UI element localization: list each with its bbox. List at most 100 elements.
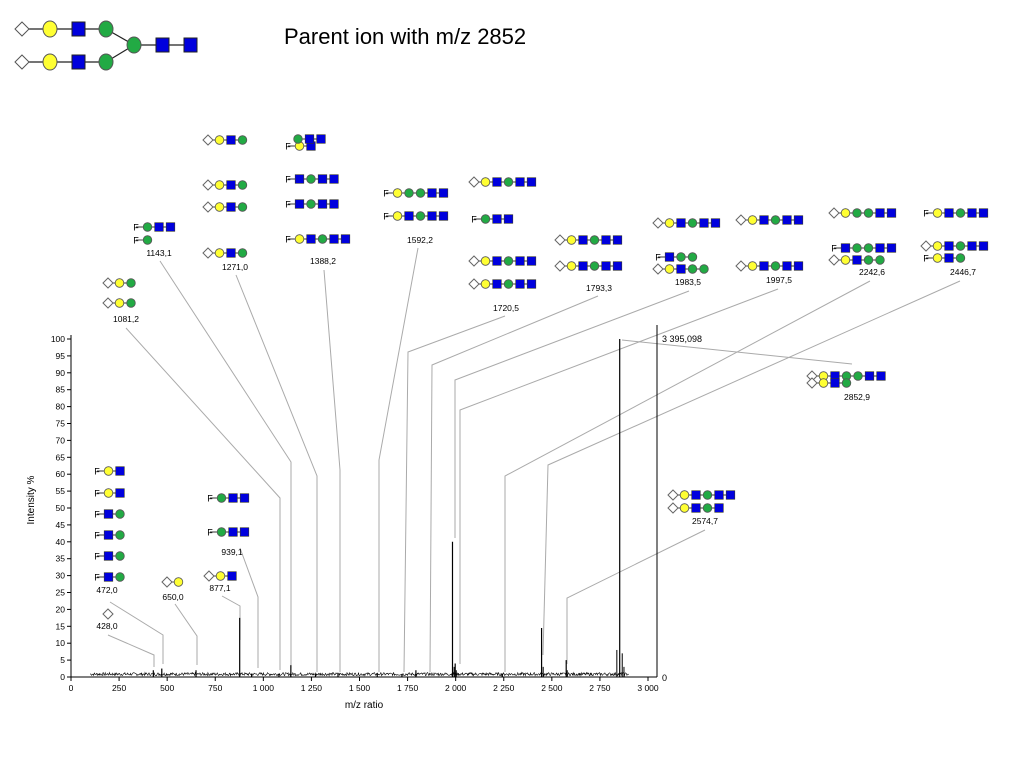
peak-label: 2242,6 [859, 267, 885, 277]
glcnac-icon [317, 174, 328, 184]
y-tick-label: 55 [56, 486, 66, 496]
y-tick-label: 60 [56, 469, 66, 479]
fucose-mark-icon [94, 572, 101, 583]
mannose-icon [863, 243, 874, 253]
glcnac-icon [226, 202, 236, 212]
x-tick-label: 2 500 [541, 683, 563, 693]
sialic-acid-icon [203, 570, 215, 582]
glycan-chain-icon [102, 297, 136, 309]
glcnac-icon [526, 256, 537, 266]
glcnac-icon [578, 261, 588, 271]
y-tick-label: 25 [56, 588, 66, 598]
peak-label: 428,0 [96, 621, 118, 631]
glcnac-icon [438, 188, 449, 198]
galactose-icon [294, 234, 305, 244]
x-tick-label: 0 [69, 683, 74, 693]
mannose-icon [852, 208, 862, 218]
glycan-chain-icon [655, 252, 698, 263]
galactose-icon [214, 202, 225, 212]
leader-line [621, 339, 853, 365]
glycan-chain-icon [383, 211, 449, 222]
leader-lines [107, 247, 961, 673]
glycan-chain-icon [285, 234, 351, 245]
fucose-mark-icon [133, 235, 140, 246]
mannose-icon [702, 490, 713, 500]
mannose-icon [841, 378, 852, 388]
glycan-chain-icon [94, 551, 125, 562]
mannose-icon [875, 255, 885, 265]
mannose-icon [237, 135, 248, 145]
glcnac-icon [492, 279, 502, 289]
glcnac-icon [239, 493, 250, 503]
x-tick-label: 2 750 [589, 683, 611, 693]
glycan-chain-icon [202, 134, 248, 146]
peak-label: 1997,5 [766, 275, 792, 285]
glcnac-icon [691, 490, 701, 500]
chart-axes: 0 5 10 15 20 25 30 35 40 45 50 55 60 65 70 75 80 85 90 95 10… [51, 325, 659, 693]
mannose-icon [237, 248, 248, 258]
mannose-icon [142, 235, 153, 245]
glycan-chain-icon [102, 608, 114, 620]
sialic-acid-icon [202, 134, 214, 146]
peak-label: 2852,9 [844, 392, 870, 402]
glycan-chain-icon [102, 277, 136, 289]
glcnac-icon [329, 199, 339, 209]
glycan-chain-icon [285, 174, 339, 185]
fucose-mark-icon [383, 188, 390, 199]
glcnac-icon [227, 571, 237, 581]
leader-line [125, 327, 281, 670]
glcnac-icon [710, 218, 721, 228]
galactose-icon [215, 571, 226, 581]
y-tick-label: 15 [56, 621, 66, 631]
fucose-mark-icon [655, 252, 662, 263]
glycan-chain-icon [468, 255, 537, 267]
glycan-chain-icon [202, 247, 248, 259]
glycan-chain-icon [667, 489, 736, 501]
galactose-icon [214, 248, 225, 258]
glcnac-icon [601, 261, 611, 271]
glcnac-icon [840, 243, 851, 253]
glcnac-icon [226, 248, 236, 258]
x-tick-label: 3 000 [637, 683, 659, 693]
mannose-icon [115, 509, 125, 519]
y-tick-label: 90 [56, 368, 66, 378]
glcnac-icon [316, 134, 326, 144]
fucose-mark-icon [831, 243, 838, 254]
mannose-icon [306, 199, 316, 209]
y-tick-label: 40 [56, 537, 66, 547]
leader-line [109, 601, 164, 664]
glycan-chain-icon [828, 254, 885, 266]
mannose-icon [699, 264, 709, 274]
glcnac-icon [978, 241, 989, 251]
glcnac-icon [782, 215, 792, 225]
mannose-icon [687, 264, 698, 274]
galactose-icon [214, 135, 225, 145]
peak-label: 1271,0 [222, 262, 248, 272]
leader-line [323, 269, 341, 672]
galactose-icon [566, 261, 577, 271]
galactose-icon [480, 279, 491, 289]
glcnac-icon [228, 493, 238, 503]
x-tick-label: 2 250 [493, 683, 515, 693]
glcnac-icon [886, 243, 897, 253]
glcnac-icon [329, 174, 339, 184]
sialic-acid-icon [102, 608, 114, 620]
glycan-chain-icon [652, 217, 721, 229]
glycan-chain-icon [203, 570, 237, 582]
y-tick-label: 65 [56, 452, 66, 462]
glcnac-icon [306, 234, 316, 244]
fucose-mark-icon [94, 551, 101, 562]
galactose-icon [818, 378, 829, 388]
x-tick-label: 1 250 [301, 683, 323, 693]
glcnac-icon [578, 235, 588, 245]
glycan-chain-icon [207, 493, 250, 504]
mannose-icon [687, 218, 698, 228]
y-tick-label: 0 [60, 672, 65, 682]
parent-structure-icon [14, 20, 198, 71]
sialic-acid-icon [102, 277, 114, 289]
glycan-chain-icon [468, 278, 537, 290]
glycan-chain-icon [94, 488, 125, 499]
y-tick-label: 75 [56, 419, 66, 429]
glcnac-icon [759, 261, 769, 271]
glcnac-icon [944, 208, 954, 218]
